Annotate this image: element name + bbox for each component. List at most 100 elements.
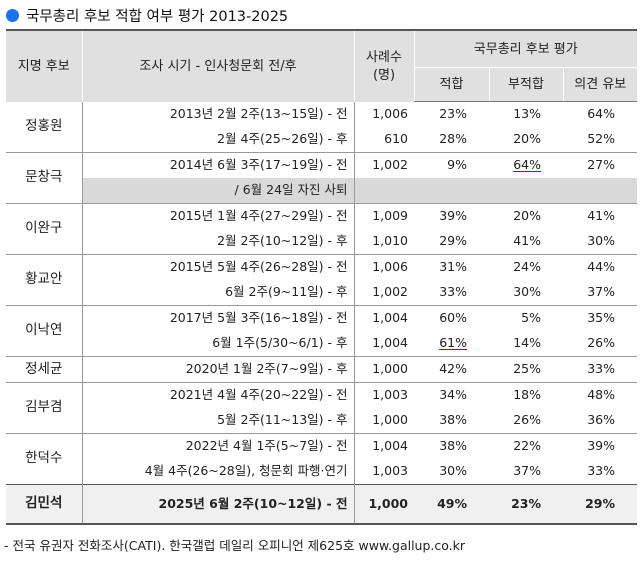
fit-value: 23% xyxy=(439,106,467,122)
sample-size: 1,006 xyxy=(353,254,414,280)
reserved-value: 41% xyxy=(587,208,616,224)
unfit-value: 18% xyxy=(513,387,541,403)
table-row: 정홍원 2013년 2월 2주(13~15일) - 전 1,006 23% 13… xyxy=(6,101,637,153)
reserved-value: 33% xyxy=(587,463,616,479)
header-unfit: 부적합 xyxy=(488,67,563,102)
header-evaluation-group: 국무총리 후보 평가 xyxy=(413,29,638,68)
fit-value: 31% xyxy=(439,259,467,275)
table-row: 6월 2주(9~11일) - 후 1,002 33% 30% 37% xyxy=(6,280,638,306)
candidate-name: 이낙연 xyxy=(6,305,83,357)
reserved-value: 27% xyxy=(587,157,616,173)
unfit-value: 26% xyxy=(489,408,563,434)
reserved-value: 48% xyxy=(587,387,616,403)
table-row: 정세균 2020년 1월 2주(7~9일) - 후 1,000 42% 25% … xyxy=(6,356,638,383)
sample-size: 1,003 xyxy=(353,459,414,485)
fit-value-highlight: 61% xyxy=(439,335,467,351)
reserved-value: 26% xyxy=(563,331,638,357)
unfit-value: 41% xyxy=(489,229,563,255)
unfit-value: 24% xyxy=(513,259,541,275)
header-reserved: 의견 유보 xyxy=(562,67,638,102)
survey-period: 2021년 4월 4주(20~22일) - 전 xyxy=(169,387,348,403)
fit-value: 33% xyxy=(414,280,489,306)
fit-value: 38% xyxy=(439,438,467,454)
survey-period: 2020년 1월 2주(7~9일) - 후 xyxy=(82,356,354,383)
survey-period: 2015년 1월 4주(27~29일) - 전 xyxy=(169,208,348,224)
candidate-name: 황교안 xyxy=(6,254,83,306)
sample-size: 1,004 xyxy=(353,433,414,459)
sample-size: 1,006 xyxy=(353,101,414,127)
title-text: 국무총리 후보 적합 여부 평가 2013-2025 xyxy=(26,8,289,25)
survey-period: 5월 2주(11~13일) - 후 xyxy=(82,408,354,434)
header-sample-line1: 사례수 xyxy=(366,49,402,65)
table-row: 2월 2주(10~12일) - 후 1,010 29% 41% 30% xyxy=(6,229,638,255)
unfit-value: 37% xyxy=(513,463,541,479)
reserved-value: 44% xyxy=(587,259,616,275)
fit-value: 39% xyxy=(439,208,467,224)
survey-period: 2014년 6월 3주(17~19일) - 전 xyxy=(169,157,348,173)
table-row: 이낙연 2017년 5월 3주(16~18일) - 전 1,004 60% 5%… xyxy=(6,305,637,357)
unfit-value: 20% xyxy=(513,208,541,224)
candidate-name: 정세균 xyxy=(6,356,83,383)
survey-period: 6월 1주(5/30~6/1) - 후 xyxy=(82,331,354,357)
unfit-value: 25% xyxy=(489,356,563,383)
sample-size: 1,000 xyxy=(353,484,414,525)
sample-size: 1,003 xyxy=(353,382,414,408)
sample-size: 1,000 xyxy=(353,408,414,434)
reserved-value: 64% xyxy=(587,106,616,122)
survey-period: 4월 4주(26~28일), 청문회 파행·연기 xyxy=(144,463,348,479)
unfit-value: 23% xyxy=(489,484,563,525)
header-fit: 적합 xyxy=(413,67,489,102)
survey-period: 2015년 5월 4주(26~28일) - 전 xyxy=(169,259,348,275)
fit-value: 38% xyxy=(414,408,489,434)
unfit-value-empty xyxy=(489,178,563,204)
survey-period: 2월 2주(10~12일) - 후 xyxy=(82,229,354,255)
header-sample-line2: (명) xyxy=(372,67,396,83)
reserved-value: 35% xyxy=(587,310,616,326)
fit-value: 34% xyxy=(439,387,467,403)
reserved-value: 37% xyxy=(563,280,638,306)
sample-size: 1,000 xyxy=(353,356,414,383)
table-row: / 6월 24일 자진 사퇴 xyxy=(6,178,638,204)
table-row: 2월 4주(25~26일) - 후 610 28% 20% 52% xyxy=(6,127,638,153)
unfit-value: 30% xyxy=(489,280,563,306)
fit-value-empty xyxy=(414,178,489,204)
survey-period: 2017년 5월 3주(16~18일) - 전 xyxy=(169,310,348,326)
survey-period: / 6월 24일 자진 사퇴 xyxy=(82,178,354,204)
unfit-value: 64% xyxy=(489,153,563,179)
sample-size: 1,004 xyxy=(353,331,414,357)
sample-size: 610 xyxy=(353,127,414,153)
reserved-value-empty xyxy=(563,178,638,204)
survey-period: 2022년 4월 1주(5~7일) - 전 xyxy=(185,438,348,454)
unfit-value: 13% xyxy=(513,106,541,122)
table-row: 이완구 2015년 1월 4주(27~29일) - 전 1,009 39% 20… xyxy=(6,203,637,255)
unfit-value: 14% xyxy=(489,331,563,357)
sample-size-empty xyxy=(353,178,414,204)
reserved-value: 52% xyxy=(563,127,638,153)
table-row: 6월 1주(5/30~6/1) - 후 1,004 61% 14% 26% xyxy=(6,331,638,357)
survey-period: 2월 4주(25~26일) - 후 xyxy=(82,127,354,153)
table-row: 황교안 2015년 5월 4주(26~28일) - 전 1,006 31% 24… xyxy=(6,254,637,306)
reserved-value: 30% xyxy=(563,229,638,255)
survey-period: 2025년 6월 2주(10~12일) - 전 xyxy=(82,484,354,525)
reserved-value: 29% xyxy=(563,484,638,525)
table-row: 김부겸 2021년 4월 4주(20~22일) - 전 1,003 34% 18… xyxy=(6,382,637,434)
unfit-value: 5% xyxy=(521,310,541,326)
unfit-value-highlight: 64% xyxy=(513,157,541,173)
fit-value: 60% xyxy=(439,310,467,326)
fit-value: 61% xyxy=(414,331,489,357)
evaluation-table: 지명 후보 조사 시기 - 인사청문회 전/후 사례수 (명) 국무총리 후보 … xyxy=(6,29,638,525)
sample-size: 1,004 xyxy=(353,305,414,331)
table-row: 4월 4주(26~28일), 청문회 파행·연기 1,003 30% 37% 3… xyxy=(6,459,637,485)
fit-value: 49% xyxy=(414,484,489,525)
survey-period: 6월 2주(9~11일) - 후 xyxy=(82,280,354,306)
header-sample: 사례수 (명) xyxy=(353,29,414,102)
candidate-name: 정홍원 xyxy=(6,101,83,153)
survey-period: 2013년 2월 2주(13~15일) - 전 xyxy=(169,106,348,121)
source-footnote: - 전국 유권자 전화조사(CATI). 한국갤럽 데일리 오피니언 제625호… xyxy=(4,538,466,553)
sample-size: 1,010 xyxy=(353,229,414,255)
table-row-highlight: 김민석 2025년 6월 2주(10~12일) - 전 1,000 49% 23… xyxy=(6,484,638,525)
reserved-value: 36% xyxy=(563,408,638,434)
header-period: 조사 시기 - 인사청문회 전/후 xyxy=(81,29,354,102)
candidate-name: 김민석 xyxy=(6,484,83,525)
table-row: 한덕수 2022년 4월 1주(5~7일) - 전 1,004 38% 22% … xyxy=(6,433,637,485)
